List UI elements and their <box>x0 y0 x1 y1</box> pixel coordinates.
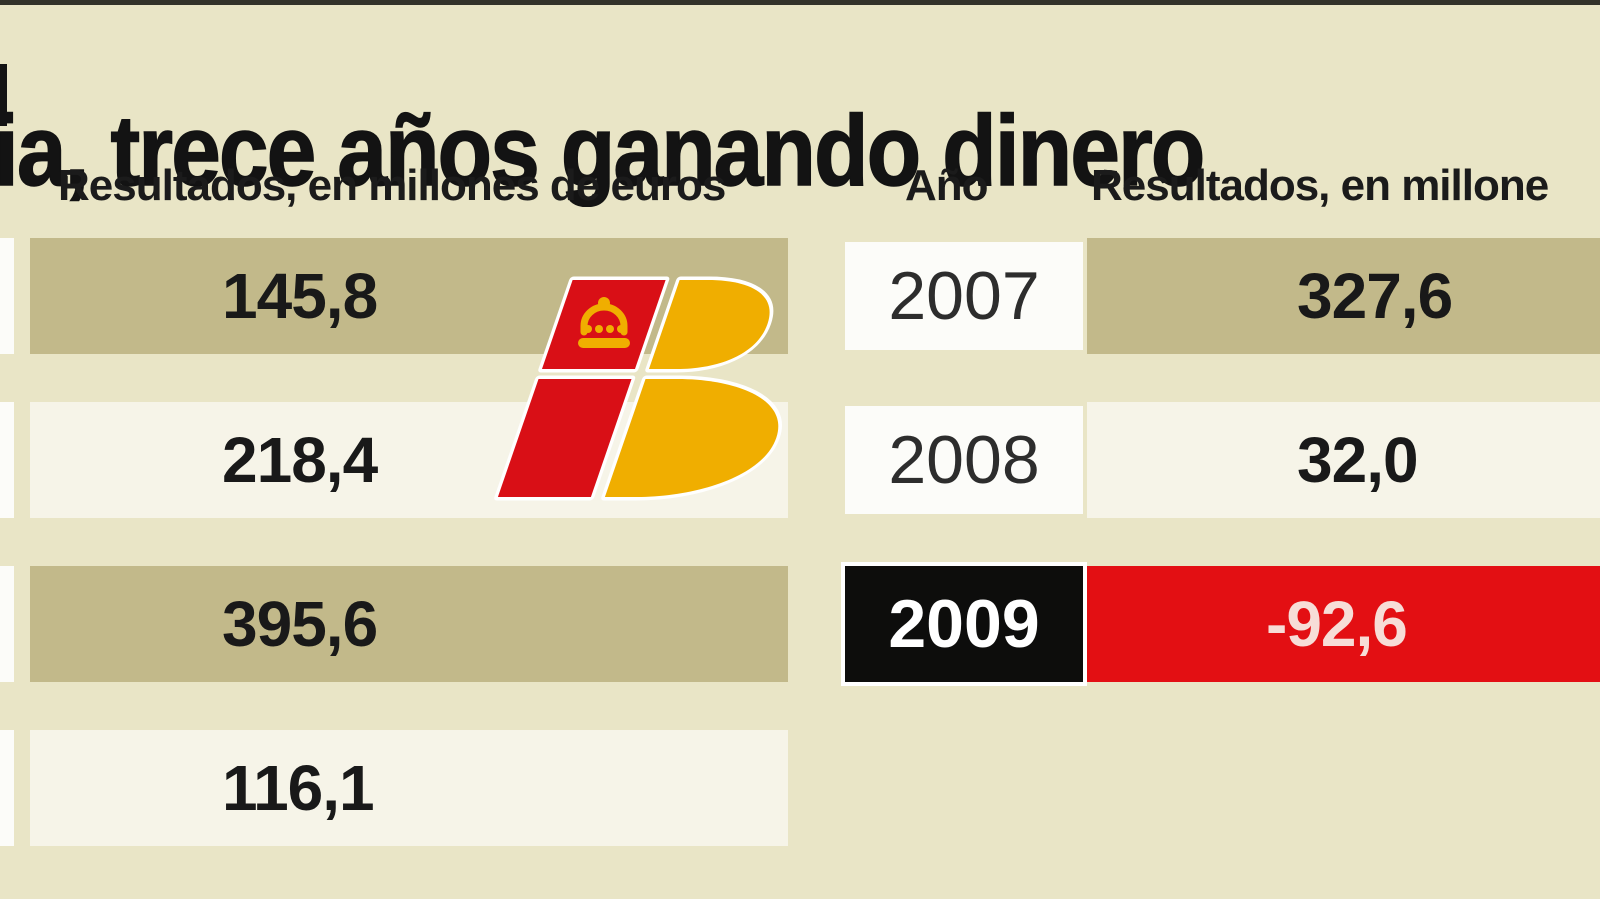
result-bar: 116,1 <box>30 730 788 846</box>
negative-result-bar: -92,6 <box>1087 566 1600 682</box>
result-bar: 395,6 <box>30 566 788 682</box>
iberia-logo-icon <box>494 276 782 501</box>
year-cell-2009-highlighted: 2009 <box>841 562 1087 686</box>
cropped-year-cell <box>0 238 14 354</box>
year-label: 2009 <box>888 586 1040 662</box>
year-header: Año <box>905 161 989 210</box>
result-bar: 327,6 <box>1087 238 1600 354</box>
result-value: 116,1 <box>222 752 375 824</box>
right-results-header: Resultados, en millone <box>1091 161 1549 210</box>
cropped-year-cell <box>0 566 14 682</box>
cropped-year-cell <box>0 402 14 518</box>
result-value: 218,4 <box>222 424 378 496</box>
result-value: 327,6 <box>1297 260 1453 332</box>
year-label: 2007 <box>888 258 1040 334</box>
result-value: 395,6 <box>222 588 378 660</box>
year-cell-2008: 2008 <box>845 406 1083 514</box>
cropped-year-cell <box>0 730 14 846</box>
left-results-header: Resultados, en millones de euros <box>58 161 726 210</box>
page-title: ia, trece años ganando dinero <box>0 95 1206 207</box>
result-bar: 32,0 <box>1087 402 1600 518</box>
year-label: 2008 <box>888 422 1040 498</box>
top-rule <box>0 0 1600 5</box>
year-cell-2007: 2007 <box>845 242 1083 350</box>
crown-icon <box>578 297 630 348</box>
result-value: 32,0 <box>1297 424 1419 496</box>
cropped-title-letter-sliver <box>0 64 7 126</box>
result-value: 145,8 <box>222 260 378 332</box>
result-value: -92,6 <box>1266 588 1408 660</box>
